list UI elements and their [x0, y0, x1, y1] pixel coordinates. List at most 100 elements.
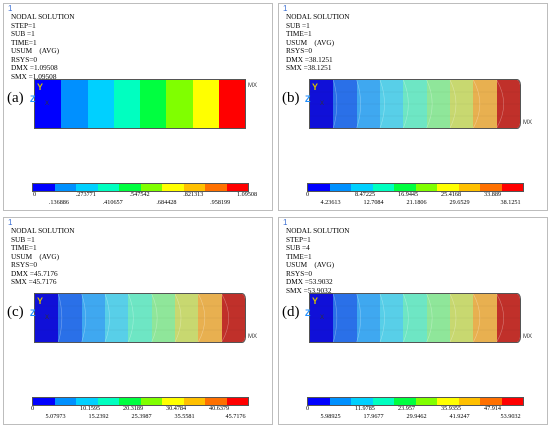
mesh-lines — [35, 305, 245, 331]
legend-tick-label: 29.9462 — [406, 413, 427, 420]
contour-line — [356, 294, 361, 342]
contour-band — [198, 294, 222, 342]
legend-swatch — [480, 184, 502, 191]
legend-tick-label: 0 — [31, 405, 35, 412]
legend-tick-label: 0 — [33, 191, 37, 198]
legend-swatch — [437, 398, 459, 405]
solution-info-line: SUB =1 — [11, 234, 35, 244]
contour-band — [333, 294, 357, 342]
legend-ticks-top: 0 11.9785 23.957 35.9355 47.914 — [279, 405, 547, 414]
legend-tick-label: 25.3987 — [131, 413, 152, 420]
solution-info-line: STEP=1 — [11, 20, 36, 30]
contour-line — [104, 294, 110, 342]
legend-tick-label: .136886 — [48, 199, 69, 206]
legend-swatch — [97, 398, 119, 405]
legend-tick-label: 41.9247 — [449, 413, 470, 420]
solution-info-line: RSYS=0 — [286, 268, 313, 278]
legend-swatch — [351, 398, 373, 405]
legend-tick-label: 53.9032 — [500, 413, 521, 420]
contour-line — [496, 294, 504, 342]
contour-line — [128, 294, 134, 342]
contour-line — [449, 294, 457, 342]
solution-title: NODAL SOLUTION — [11, 226, 75, 235]
mesh-lines — [310, 91, 520, 117]
axis-z-label: Z — [305, 308, 311, 318]
contour-band — [174, 294, 199, 342]
axis-z-label: Z — [305, 94, 311, 104]
legend-swatch — [372, 398, 394, 405]
contour-line — [333, 80, 338, 128]
contour-band — [310, 80, 334, 128]
contour-band — [140, 80, 167, 128]
legend-swatch — [351, 184, 373, 191]
contour-line — [58, 294, 63, 342]
solution-number: 1 — [8, 4, 13, 13]
legend-swatch — [394, 184, 416, 191]
legend-swatch — [226, 398, 248, 405]
solution-info-line: STEP=1 — [286, 234, 311, 244]
legend-ticks-top: 0 .273771 .547542 .821313 1.09508 — [4, 191, 272, 200]
solution-info-line: SMX =38.1251 — [286, 63, 332, 72]
contour-band — [218, 80, 245, 128]
legend-tick-label: 30.4784 — [166, 405, 187, 412]
contour-legend — [32, 183, 249, 192]
contour-legend — [32, 397, 249, 406]
legend-swatch — [458, 184, 480, 191]
contour-band — [496, 294, 520, 342]
contour-band — [35, 80, 62, 128]
solution-info-line: USUM (AVG) — [286, 37, 335, 47]
solution-info-line: USUM (AVG) — [11, 46, 60, 55]
legend-tick-label: 47.914 — [484, 405, 502, 412]
legend-tick-label: 35.9355 — [441, 405, 462, 412]
contour-line — [221, 294, 229, 342]
legend-tick-label: 1.09508 — [237, 191, 258, 198]
legend-swatch — [415, 398, 437, 405]
legend-swatch — [501, 184, 523, 191]
contour-line — [356, 80, 361, 128]
contour-band — [128, 294, 152, 342]
solution-info-line: TIME=1 — [11, 37, 37, 47]
solution-info-line: SUB =1 — [11, 29, 35, 38]
axis-y-label: Y — [37, 82, 44, 92]
solution-info-line: DMX =38.1251 — [286, 54, 333, 64]
contour-band — [496, 80, 520, 128]
axis-y-label: Y — [312, 82, 319, 92]
legend-swatch — [372, 184, 394, 191]
axis-x-label: X — [320, 101, 325, 107]
contour-band — [426, 80, 450, 128]
contour-line — [151, 294, 158, 342]
panel-a: 1 NODAL SOLUTION STEP=1 SUB =1 TIME=1 USUM (A… — [3, 3, 273, 211]
solution-info-line: SMX =1.09508 — [11, 71, 57, 81]
legend-swatch — [162, 398, 184, 405]
solution-info-line: TIME=1 — [286, 29, 312, 38]
solution-number: 1 — [283, 4, 288, 13]
solution-info-line: RSYS=0 — [11, 260, 38, 269]
legend-swatch — [205, 398, 227, 405]
panel-d: 1 NODAL SOLUTION STEP=1 SUB =4 TIME=1 USUM (A… — [278, 217, 548, 425]
contour-band — [356, 294, 380, 342]
contour-band — [104, 294, 129, 342]
solution-info-line: USUM (AVG) — [286, 260, 335, 269]
legend-tick-label: 5.98925 — [320, 413, 341, 420]
legend-swatch — [54, 398, 76, 405]
legend-swatch — [76, 398, 98, 405]
contour-legend — [307, 183, 524, 192]
panel-b: 1 NODAL SOLUTION SUB =1 TIME=1 USUM (AVG) RSY… — [278, 3, 548, 211]
legend-swatch — [76, 184, 98, 191]
contour-line — [496, 80, 504, 128]
contour-band — [333, 80, 357, 128]
solution-info-line: SUB =4 — [286, 243, 310, 252]
contour-band — [58, 294, 82, 342]
contour-band — [61, 80, 88, 128]
contour-band — [221, 294, 245, 342]
legend-tick-label: 16.9445 — [398, 191, 419, 198]
legend-tick-label: 12.7084 — [363, 199, 384, 206]
contour-line — [174, 294, 182, 342]
contour-model — [34, 293, 246, 343]
legend-swatch — [308, 398, 330, 405]
axis-y-label: Y — [312, 296, 319, 306]
legend-swatch — [162, 184, 184, 191]
deformation-contours — [310, 80, 520, 128]
legend-tick-label: .684428 — [156, 199, 177, 206]
solution-info-line: DMX =53.9032 — [286, 277, 333, 286]
